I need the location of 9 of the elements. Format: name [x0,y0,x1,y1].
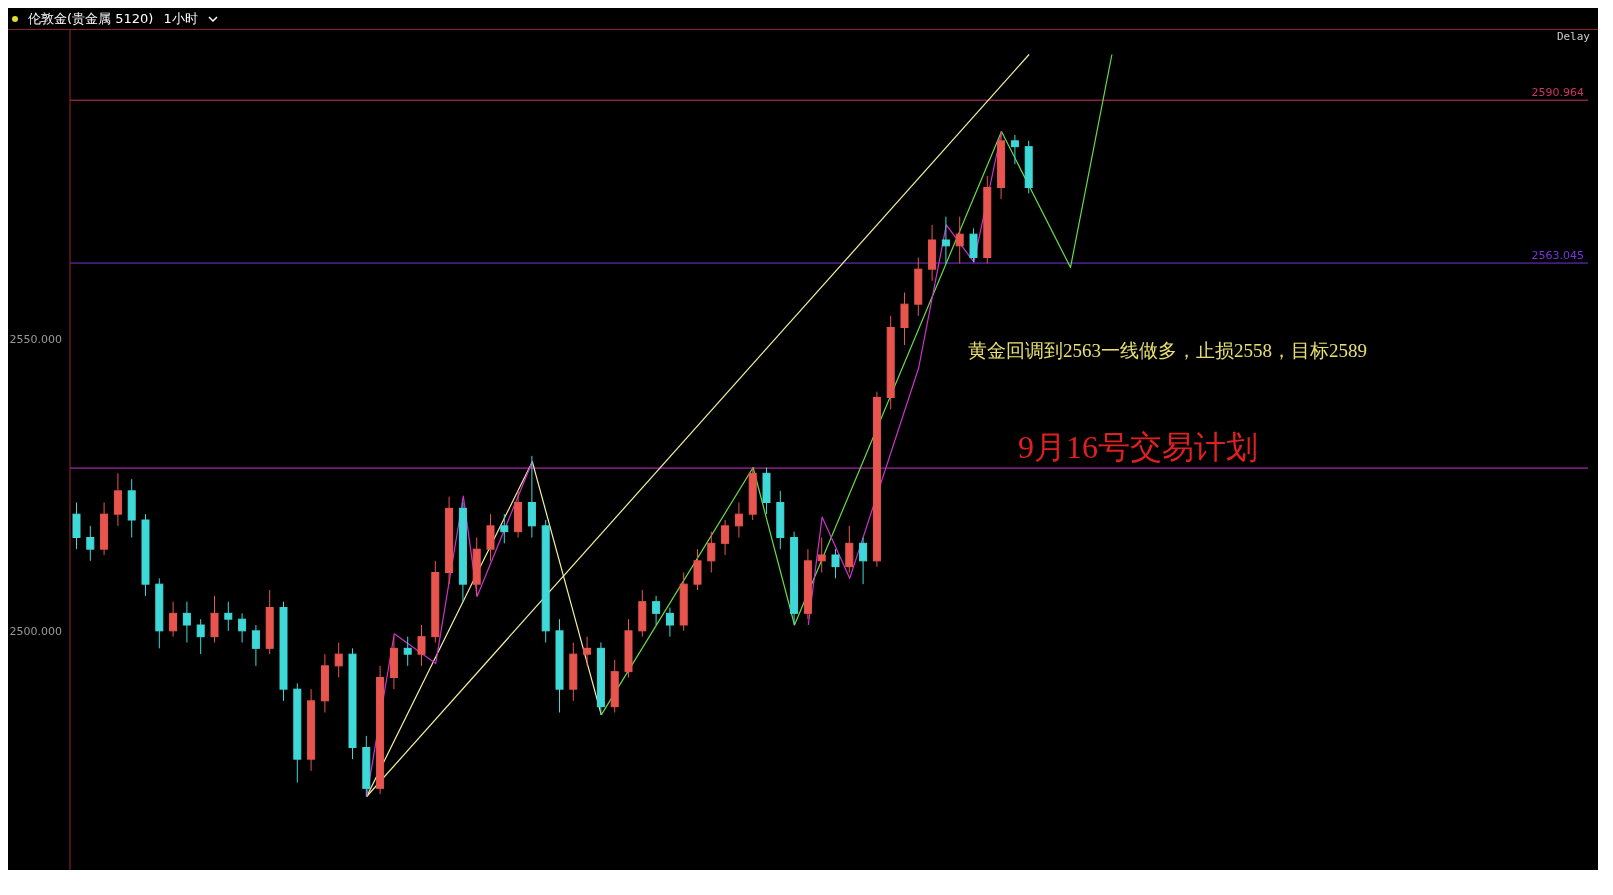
y-tick-label: 2500.000 [9,624,62,638]
chart-subtitle: 1小时 [163,10,198,28]
ref-line-label: 2590.964 [1531,86,1584,100]
ref-line-label: 2563.045 [1531,249,1584,263]
annotation: 黄金回调到2563一线做多，止损2558，目标2589 [968,339,1367,363]
chart-title: 伦敦金(贵金属 5120) [28,10,154,28]
y-tick-label: 2550.000 [9,333,62,347]
annotation: 9月16号交易计划 [1018,428,1258,467]
annotation: Delay [1556,30,1590,43]
